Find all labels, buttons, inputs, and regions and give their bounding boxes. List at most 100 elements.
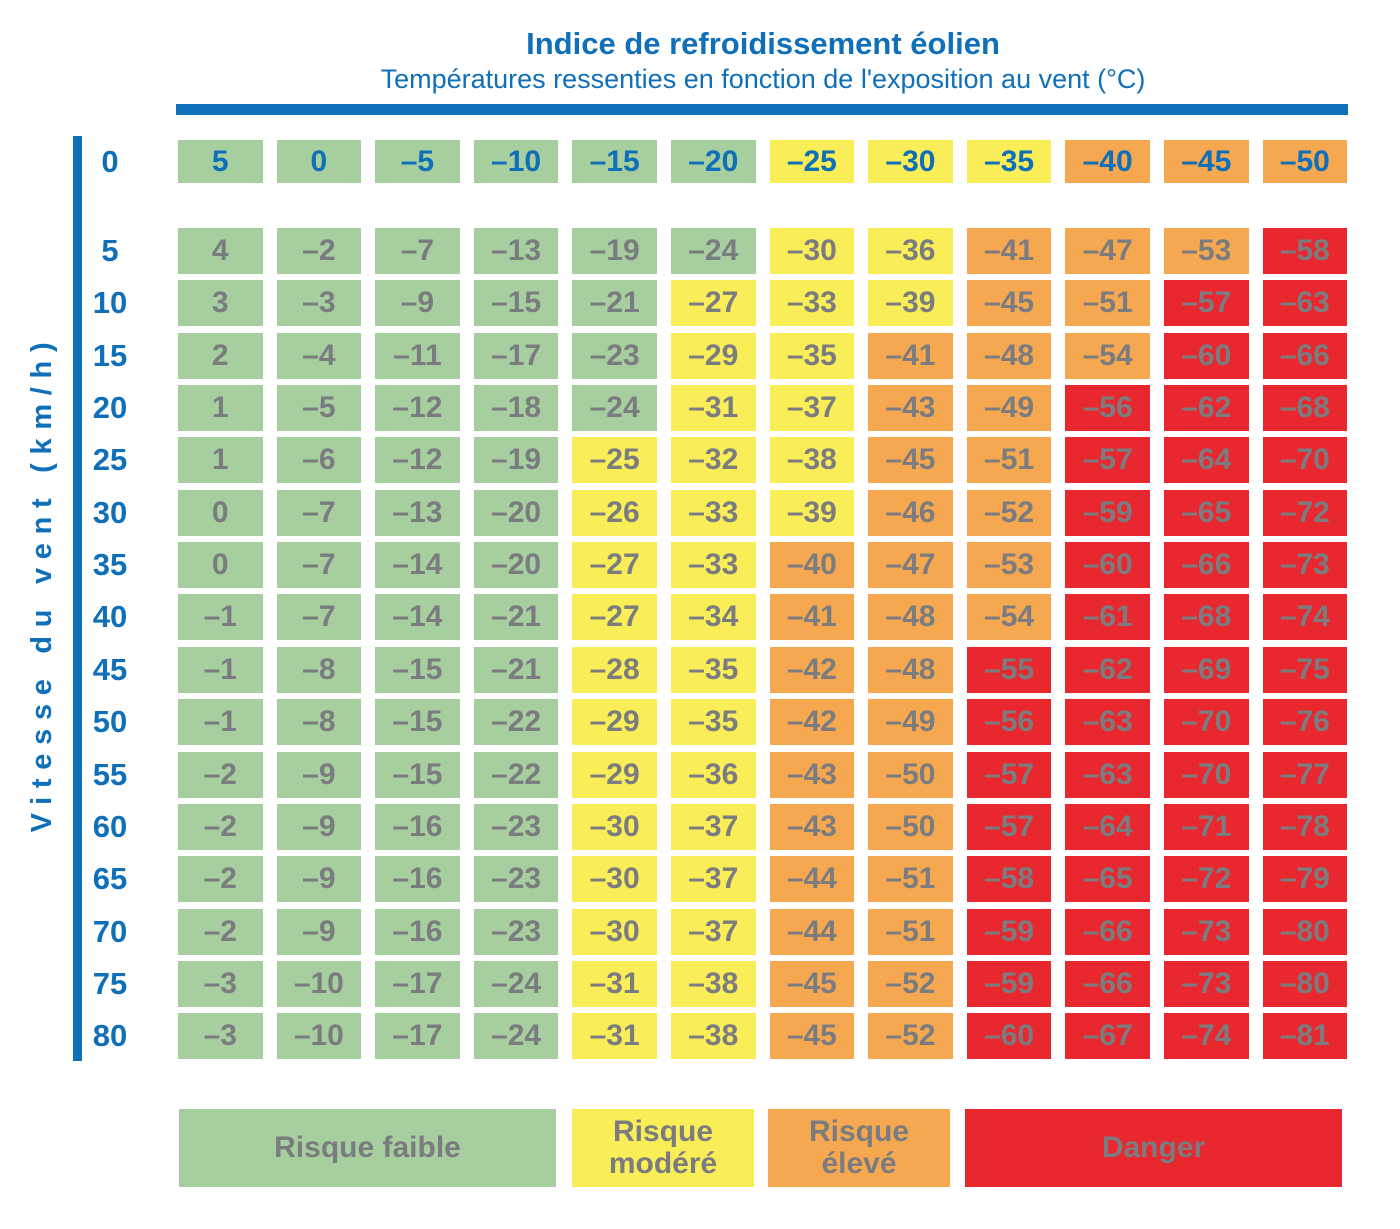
wind-chill-cell: –58 xyxy=(966,856,1052,903)
wind-chill-cell: –14 xyxy=(375,542,460,589)
wind-chill-cell: –7 xyxy=(276,489,362,536)
wind-chill-cell: –25 xyxy=(572,437,657,484)
wind-chill-cell: –42 xyxy=(769,646,855,693)
wind-chill-cell: –51 xyxy=(868,856,953,903)
wind-chill-cell: –51 xyxy=(966,437,1052,484)
wind-chill-cell: –61 xyxy=(1065,594,1150,641)
wind-chill-cell: –60 xyxy=(1065,542,1150,589)
wind-chill-cell: –12 xyxy=(375,437,460,484)
wind-speed-label: 80 xyxy=(92,1018,128,1054)
wind-chill-cell: –9 xyxy=(276,803,362,850)
wind-chill-cell: –43 xyxy=(769,751,855,798)
wind-chill-cell: –2 xyxy=(178,803,263,850)
wind-chill-cell: –45 xyxy=(769,960,855,1007)
wind-chill-cell: –1 xyxy=(178,646,263,693)
title-underline-rule xyxy=(176,104,1348,115)
wind-chill-cell: –58 xyxy=(1262,228,1348,274)
wind-chill-cell: –9 xyxy=(276,751,362,798)
wind-chill-cell: –16 xyxy=(375,856,460,903)
wind-chill-cell: –63 xyxy=(1065,751,1150,798)
wind-chill-cell: –6 xyxy=(276,437,362,484)
wind-chill-cell: –27 xyxy=(572,594,657,641)
wind-chill-cell: –32 xyxy=(671,437,756,484)
wind-chill-cell: –3 xyxy=(276,280,362,327)
wind-chill-cell: –21 xyxy=(473,594,559,641)
wind-chill-cell: –41 xyxy=(769,594,855,641)
wind-chill-cell: –46 xyxy=(868,489,953,536)
wind-chill-cell: –22 xyxy=(473,699,559,746)
wind-chill-cell: –15 xyxy=(375,646,460,693)
wind-chill-cell: –31 xyxy=(572,1013,657,1060)
wind-chill-cell: –16 xyxy=(375,908,460,955)
wind-chill-cell: –66 xyxy=(1164,542,1249,589)
wind-chill-cell: –31 xyxy=(671,385,756,432)
wind-chill-cell: –70 xyxy=(1262,437,1348,484)
wind-chill-cell: –57 xyxy=(1065,437,1150,484)
wind-chill-cell: –4 xyxy=(276,332,362,379)
wind-chill-cell: –53 xyxy=(966,542,1052,589)
wind-chill-cell: –27 xyxy=(572,542,657,589)
wind-chill-cell: –74 xyxy=(1164,1013,1249,1060)
wind-chill-cell: –36 xyxy=(671,751,756,798)
wind-chill-cell: –9 xyxy=(375,280,460,327)
legend-label: Risque élevé xyxy=(808,1114,910,1180)
temperature-header-cell: –15 xyxy=(572,140,657,183)
temperature-header-cell: –35 xyxy=(966,140,1052,183)
wind-chill-cell: –59 xyxy=(966,908,1052,955)
wind-chill-cell: –22 xyxy=(473,751,559,798)
wind-chill-cell: –42 xyxy=(769,699,855,746)
temperature-header-cell: 0 xyxy=(276,140,362,183)
wind-chill-cell: –24 xyxy=(473,1013,559,1060)
wind-chill-cell: –56 xyxy=(966,699,1052,746)
wind-chill-cell: –2 xyxy=(276,228,362,274)
wind-speed-label: 25 xyxy=(92,442,128,478)
temperature-header-cell: –45 xyxy=(1164,140,1249,183)
temperature-header-cell: –50 xyxy=(1262,140,1348,183)
wind-chill-cell: –7 xyxy=(276,542,362,589)
wind-chill-cell: –62 xyxy=(1065,646,1150,693)
wind-chill-cell: –23 xyxy=(473,908,559,955)
temperature-header-cell: 5 xyxy=(178,140,263,183)
wind-chill-cell: 4 xyxy=(178,228,263,274)
wind-chill-cell: –52 xyxy=(868,960,953,1007)
wind-chill-cell: –26 xyxy=(572,489,657,536)
temperature-header-cell: –5 xyxy=(375,140,460,183)
wind-chill-cell: 1 xyxy=(178,437,263,484)
wind-chill-cell: –47 xyxy=(868,542,953,589)
wind-chill-cell: –21 xyxy=(572,280,657,327)
wind-chill-cell: –37 xyxy=(671,803,756,850)
wind-chill-cell: –13 xyxy=(473,228,559,274)
wind-chill-cell: –78 xyxy=(1262,803,1348,850)
wind-chill-cell: –20 xyxy=(473,489,559,536)
wind-chill-cell: –3 xyxy=(178,1013,263,1060)
wind-speed-label: 55 xyxy=(92,756,128,792)
wind-speed-label: 40 xyxy=(92,599,128,635)
wind-speed-label: 35 xyxy=(92,547,128,583)
temperature-header-cell: –10 xyxy=(473,140,559,183)
wind-chill-cell: –63 xyxy=(1262,280,1348,327)
wind-chill-cell: –73 xyxy=(1164,960,1249,1007)
wind-chill-cell: –63 xyxy=(1065,699,1150,746)
wind-chill-cell: –12 xyxy=(375,385,460,432)
wind-chill-cell: –19 xyxy=(473,437,559,484)
wind-chill-cell: –41 xyxy=(966,228,1052,274)
wind-chill-cell: 1 xyxy=(178,385,263,432)
wind-chill-cell: 0 xyxy=(178,542,263,589)
wind-chill-cell: –56 xyxy=(1065,385,1150,432)
wind-speed-label: 10 xyxy=(92,285,128,321)
wind-chill-cell: –65 xyxy=(1164,489,1249,536)
wind-chill-cell: –15 xyxy=(375,699,460,746)
wind-chill-cell: –19 xyxy=(572,228,657,274)
wind-chill-cell: –37 xyxy=(671,908,756,955)
wind-chill-cell: –68 xyxy=(1262,385,1348,432)
wind-chill-cell: –23 xyxy=(572,332,657,379)
wind-chill-cell: –14 xyxy=(375,594,460,641)
wind-chill-cell: –48 xyxy=(868,594,953,641)
wind-chill-cell: –70 xyxy=(1164,699,1249,746)
wind-chill-cell: –62 xyxy=(1164,385,1249,432)
wind-chill-cell: –77 xyxy=(1262,751,1348,798)
wind-chill-cell: –72 xyxy=(1262,489,1348,536)
wind-chill-cell: –34 xyxy=(671,594,756,641)
wind-speed-label: 45 xyxy=(92,651,128,687)
wind-chill-cell: –55 xyxy=(966,646,1052,693)
